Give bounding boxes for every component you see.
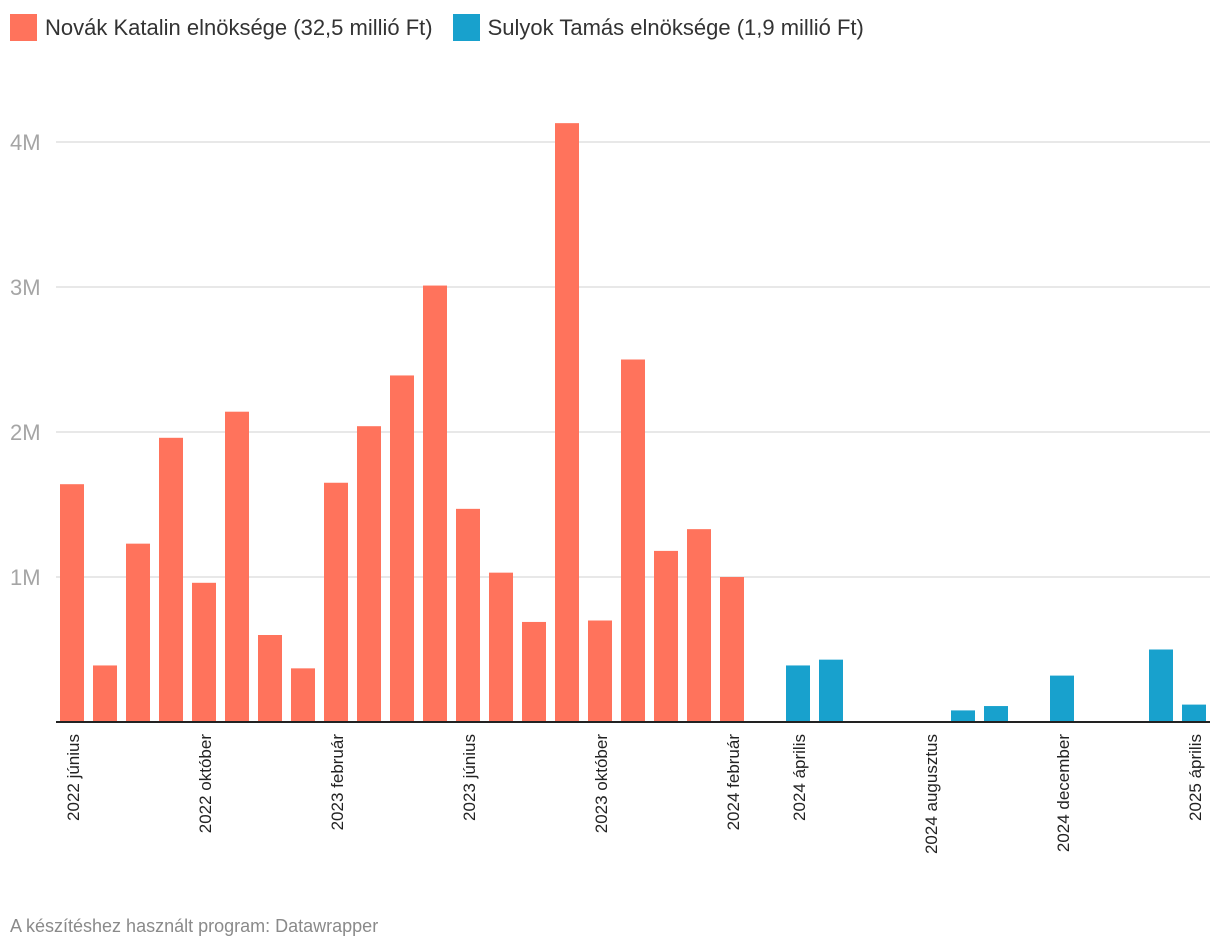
bar-2024-04 bbox=[786, 665, 810, 722]
footer-credit: A készítéshez használt program: Datawrap… bbox=[10, 916, 379, 936]
legend-item-novak: Novák Katalin elnöksége (32,5 millió Ft) bbox=[10, 14, 433, 41]
bar-2023-07 bbox=[489, 572, 513, 722]
x-tick-label: 2024 április bbox=[790, 734, 809, 821]
bar-2023-09 bbox=[555, 123, 579, 722]
bar-2023-11 bbox=[621, 359, 645, 722]
x-tick-label: 2024 december bbox=[1054, 734, 1073, 852]
legend: Novák Katalin elnöksége (32,5 millió Ft)… bbox=[10, 14, 864, 41]
bar-2023-03 bbox=[357, 426, 381, 722]
y-tick-label: 4M bbox=[10, 130, 41, 155]
legend-swatch-novak bbox=[10, 14, 37, 41]
bar-2025-04 bbox=[1182, 704, 1206, 722]
bar-2022-07 bbox=[93, 665, 117, 722]
bar-2024-12 bbox=[1050, 675, 1074, 722]
x-tick-label: 2023 október bbox=[592, 734, 611, 834]
bar-2022-12 bbox=[258, 635, 282, 722]
x-tick-label: 2022 június bbox=[64, 734, 83, 821]
bar-2023-08 bbox=[522, 621, 546, 722]
bar-2022-08 bbox=[126, 543, 150, 722]
bar-2025-03 bbox=[1149, 649, 1173, 722]
y-tick-label: 1M bbox=[10, 565, 41, 590]
x-tick-label: 2022 október bbox=[196, 734, 215, 834]
bar-2022-10 bbox=[192, 582, 216, 722]
legend-swatch-sulyok bbox=[452, 14, 480, 41]
y-tick-label: 3M bbox=[10, 275, 41, 300]
x-tick-label: 2023 február bbox=[328, 734, 347, 831]
bar-2022-11 bbox=[225, 411, 249, 722]
bar-2023-12 bbox=[654, 550, 678, 722]
bar-2023-01 bbox=[291, 668, 315, 722]
bar-2023-05 bbox=[423, 285, 447, 722]
bar-2022-06 bbox=[60, 484, 84, 722]
bar-2024-10 bbox=[984, 706, 1008, 722]
bar-2024-05 bbox=[819, 659, 843, 722]
bar-2024-01 bbox=[687, 529, 711, 722]
legend-label-novak: Novák Katalin elnöksége (32,5 millió Ft) bbox=[45, 14, 433, 40]
y-tick-label: 2M bbox=[10, 420, 41, 445]
x-tick-label: 2023 június bbox=[460, 734, 479, 821]
x-tick-label: 2024 február bbox=[724, 734, 743, 831]
bar-2024-02 bbox=[720, 577, 744, 722]
bar-2024-09 bbox=[951, 710, 975, 722]
bar-2023-02 bbox=[324, 482, 348, 722]
legend-item-sulyok: Sulyok Tamás elnöksége (1,9 millió Ft) bbox=[452, 14, 864, 41]
x-tick-label: 2025 április bbox=[1186, 734, 1205, 821]
legend-label-sulyok: Sulyok Tamás elnöksége (1,9 millió Ft) bbox=[487, 14, 864, 40]
bar-2023-04 bbox=[390, 375, 414, 722]
x-tick-label: 2024 augusztus bbox=[922, 734, 941, 854]
bar-2023-10 bbox=[588, 620, 612, 722]
bar-2023-06 bbox=[456, 508, 480, 722]
bar-2022-09 bbox=[159, 437, 183, 722]
bar-chart: 1M 2M 3M 4M 2022 június 2022 október 2023 febr… bbox=[10, 123, 1210, 854]
